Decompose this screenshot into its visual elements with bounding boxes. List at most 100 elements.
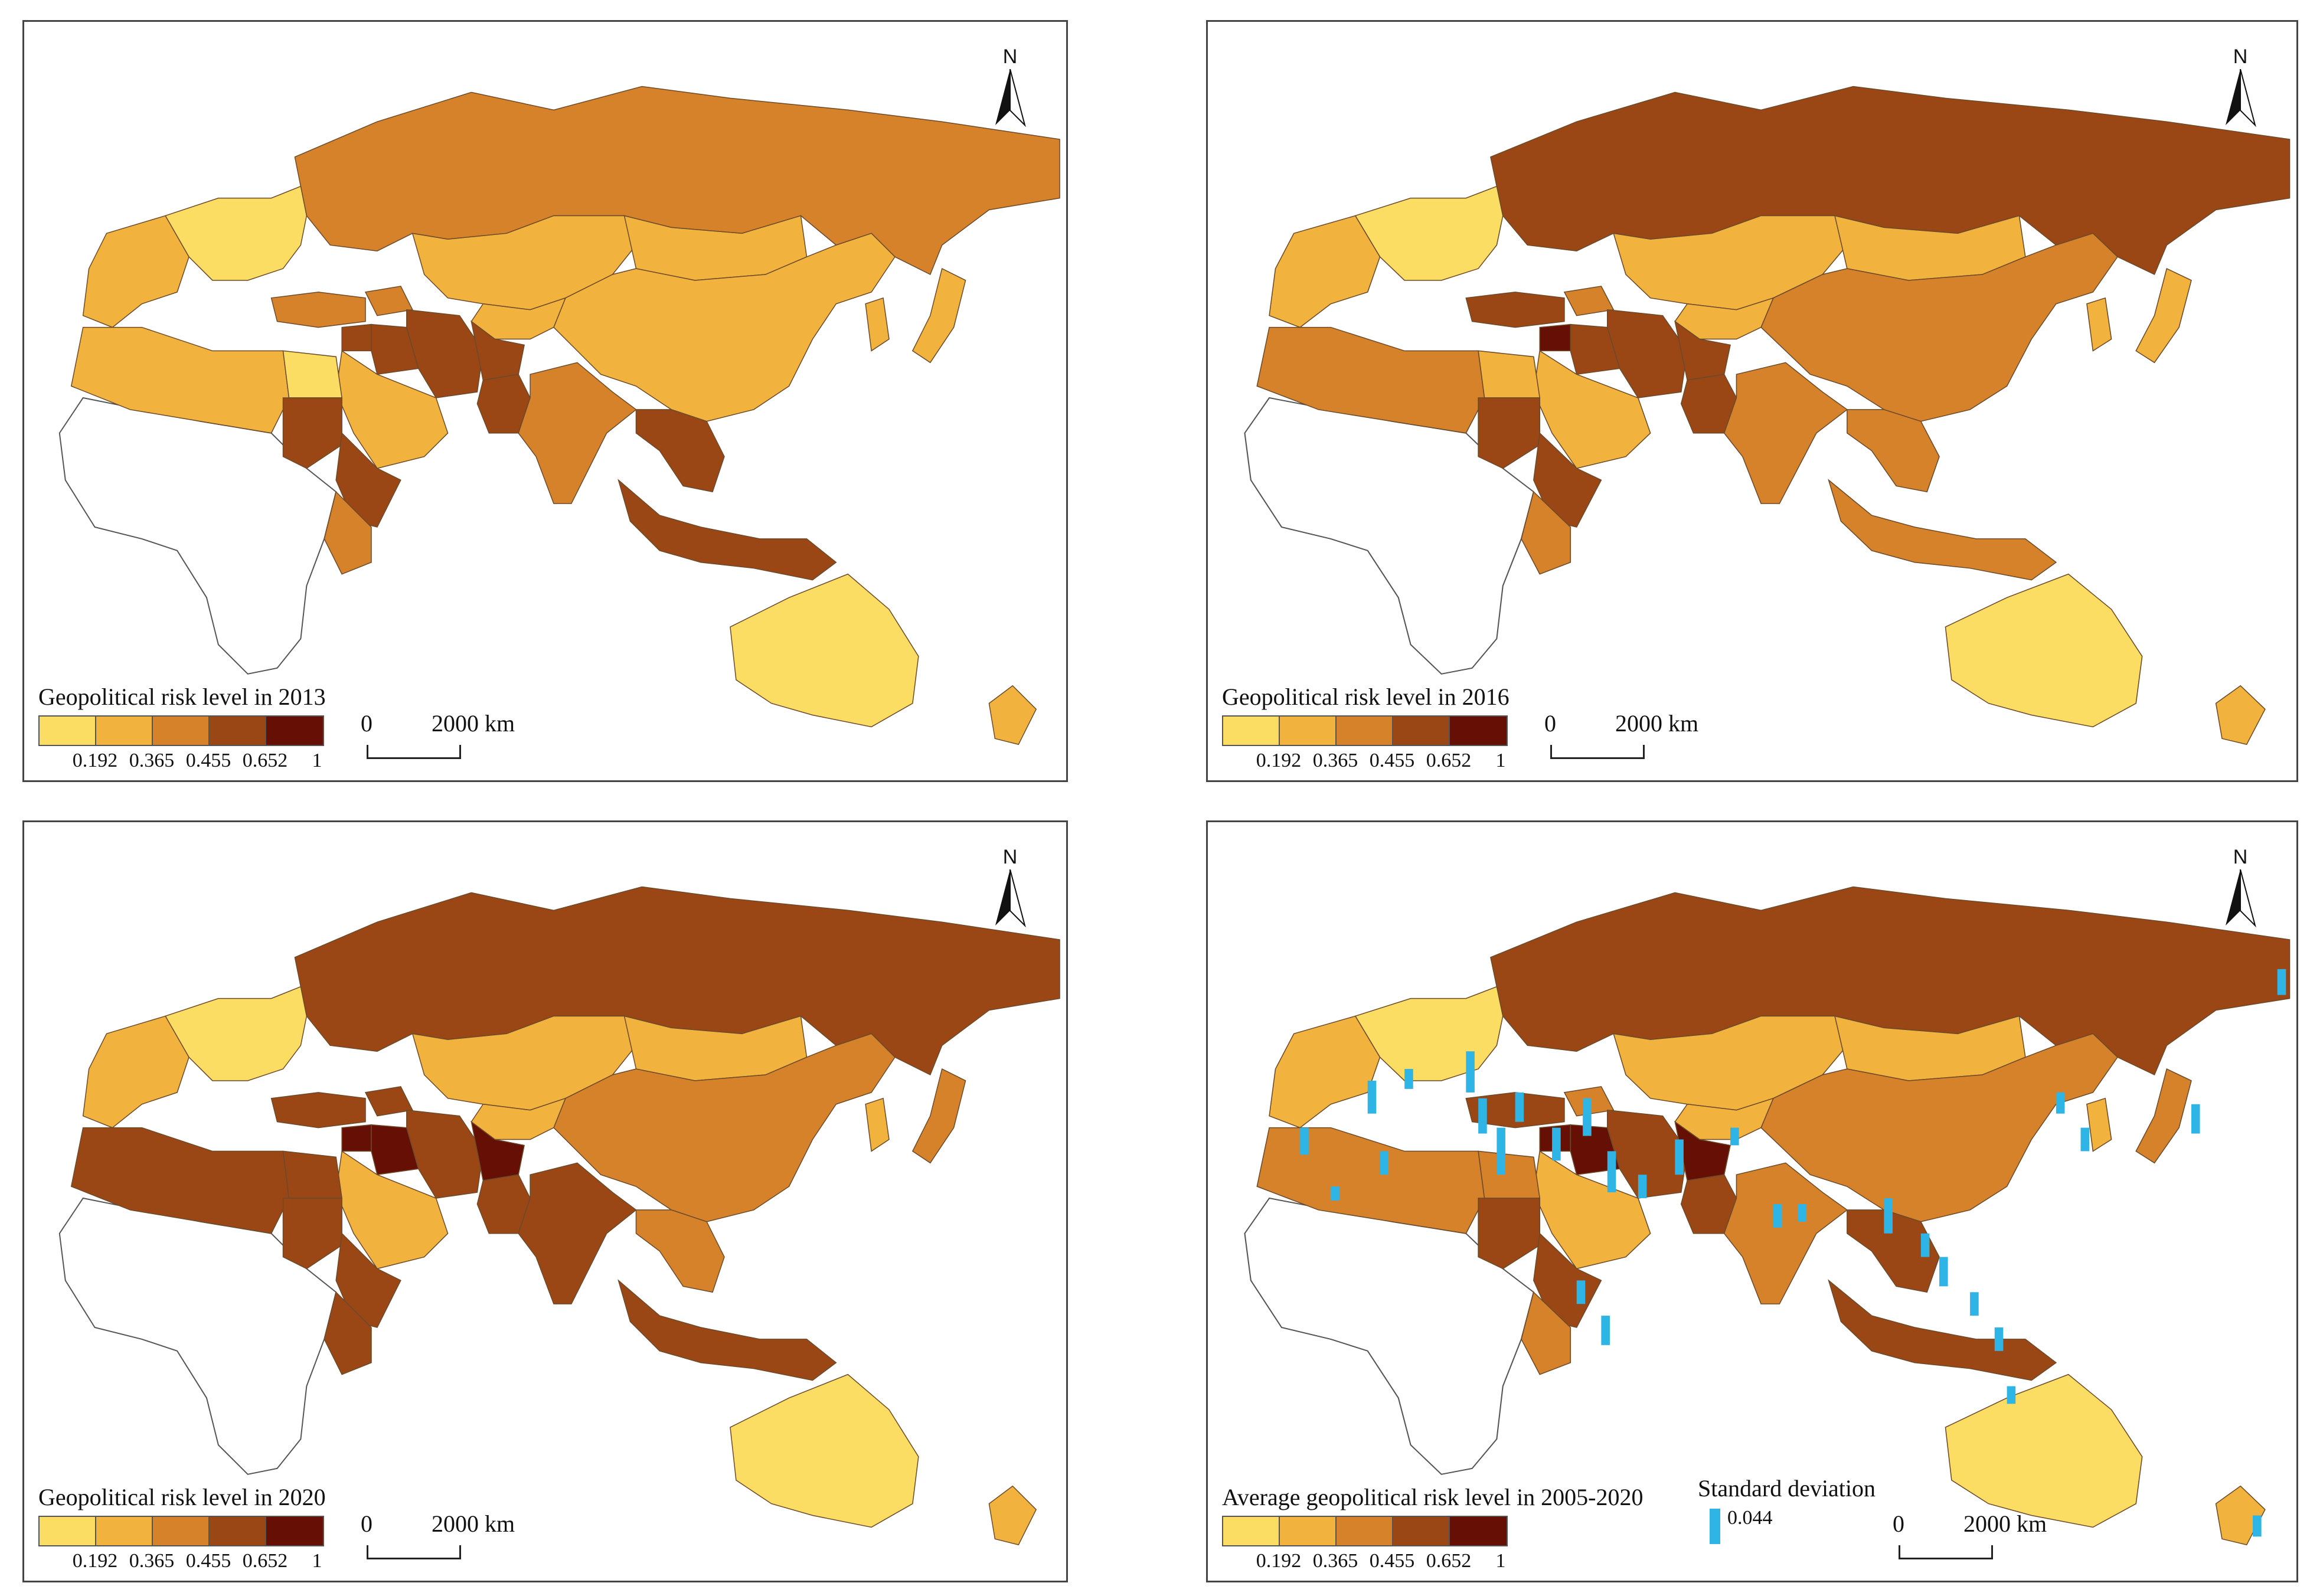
legend-swatch-2 [1280, 1517, 1337, 1545]
legend-swatch-4 [1393, 717, 1450, 745]
north-arrow-icon: N [989, 45, 1031, 128]
region-iran [406, 1109, 484, 1199]
region-iraq [371, 1124, 419, 1176]
region-egypt [282, 350, 343, 398]
legend-tick-label: 1 [312, 750, 322, 771]
sd-bar-3 [1404, 1069, 1413, 1089]
region-australia [730, 573, 919, 728]
legend-swatch-1 [1223, 717, 1280, 745]
region-korea [2086, 1097, 2112, 1152]
legend-tick-label: 1 [1495, 750, 1506, 771]
region-north-africa [70, 1127, 290, 1234]
sd-bar-26 [2253, 1515, 2262, 1537]
scale-distance-label: 2000 km [432, 1510, 515, 1537]
legend-swatch-2 [96, 1517, 153, 1545]
region-new-zealand [2215, 685, 2266, 745]
region-europe [1354, 986, 1504, 1081]
sd-bar-27 [1380, 1151, 1389, 1175]
sd-bar-1 [1300, 1127, 1309, 1155]
sd-bar-6 [1497, 1127, 1505, 1175]
legend-swatch-1 [40, 1517, 96, 1545]
legend-tick-label: 0.455 [185, 750, 231, 771]
legend-swatch-5 [1450, 717, 1507, 745]
sd-bar-17 [1920, 1233, 1930, 1257]
scale-bar [367, 1545, 461, 1559]
sd-bar-20 [1994, 1327, 2004, 1351]
choropleth-map [58, 886, 1060, 1546]
legend-tick-label: 0.192 [72, 750, 118, 771]
sd-bar-12 [1675, 1139, 1684, 1175]
region-kenya [324, 1291, 372, 1375]
legend-swatch-4 [210, 1517, 266, 1545]
legend-tick-label: 0.192 [1256, 1550, 1302, 1572]
region-turkey [270, 292, 366, 328]
sd-bar-10 [1607, 1151, 1616, 1193]
sd-bar-24 [2277, 969, 2286, 995]
sd-bar-22 [2080, 1127, 2090, 1152]
region-southeast-asia [635, 1209, 725, 1293]
legend-tick-label: 0.192 [1256, 750, 1302, 771]
north-label: N [2233, 45, 2248, 68]
choropleth-map [58, 86, 1060, 745]
region-west-europe [1269, 215, 1381, 328]
region-europe [165, 185, 308, 281]
region-india [518, 1162, 637, 1304]
legend-tick-label: 1 [1495, 1550, 1506, 1572]
legend-swatch-3 [153, 1517, 210, 1545]
north-arrow-icon: N [989, 846, 1031, 928]
legend-tick-label: 0.652 [242, 1550, 288, 1572]
map-panel-2013: N Geopolitical risk level in 2013 0.192 0.3… [22, 20, 1068, 782]
legend-tick-label: 0.652 [1426, 750, 1472, 771]
legend-color-ramp [1222, 715, 1508, 746]
region-syria [341, 1124, 372, 1152]
legend-tick-label: 0.455 [185, 1550, 231, 1572]
region-europe [1354, 185, 1504, 281]
scale-distance-label: 2000 km [1963, 1510, 2047, 1537]
legend-swatch-5 [266, 717, 323, 745]
region-kenya [1521, 490, 1571, 575]
sd-bar-19 [1970, 1292, 1979, 1316]
map-panel-2016: N Geopolitical risk level in 2016 0.192 0.3… [1206, 20, 2298, 782]
legend-title: Geopolitical risk level in 2013 [38, 683, 326, 710]
map-panel-2020: N Geopolitical risk level in 2020 0.192 0.3… [22, 820, 1068, 1582]
scale-bar [1550, 745, 1645, 759]
legend-swatch-2 [1280, 717, 1337, 745]
sd-legend-value: 0.044 [1727, 1507, 1773, 1529]
legend-swatch-4 [210, 717, 266, 745]
region-west-europe [82, 1015, 189, 1129]
scale-zero-label: 0 [361, 710, 373, 737]
legend-tick-label: 0.455 [1369, 1550, 1415, 1572]
sd-bar-5 [1478, 1098, 1487, 1134]
legend-title: Average geopolitical risk level in 2005-… [1222, 1484, 1644, 1510]
region-japan [2135, 1068, 2192, 1164]
legend-color-ramp [38, 715, 324, 746]
region-china [553, 233, 896, 422]
region-sudan [1478, 1198, 1541, 1270]
legend-tick-label: 0.652 [1426, 1550, 1472, 1572]
sd-bar-30 [1601, 1316, 1610, 1345]
sd-bar-8 [1552, 1127, 1561, 1161]
legend-tick-label: 0.455 [1369, 750, 1415, 771]
region-west-europe [82, 215, 189, 328]
region-southeast-asia [1847, 409, 1940, 493]
legend-swatch-1 [40, 717, 96, 745]
region-indonesia [617, 479, 837, 581]
region-indonesia [1828, 1279, 2057, 1381]
region-syria [1539, 323, 1571, 352]
region-turkey [270, 1092, 366, 1129]
legend-tick-label: 0.652 [242, 750, 288, 771]
region-india [1723, 1162, 1848, 1304]
region-japan [911, 1068, 966, 1164]
legend-swatch-3 [153, 717, 210, 745]
scale-bar [1899, 1545, 1993, 1559]
legend-color-ramp [38, 1516, 324, 1546]
legend-swatch-2 [96, 717, 153, 745]
sd-bar-14 [1773, 1203, 1782, 1228]
region-iraq [1570, 323, 1620, 375]
scale-zero-label: 0 [361, 1510, 373, 1537]
region-southeast-asia [635, 409, 725, 493]
north-arrow-icon: N [2220, 846, 2261, 928]
region-iraq [1570, 1124, 1620, 1176]
region-southeast-asia [1847, 1209, 1940, 1293]
region-caucasus [1563, 286, 1615, 316]
